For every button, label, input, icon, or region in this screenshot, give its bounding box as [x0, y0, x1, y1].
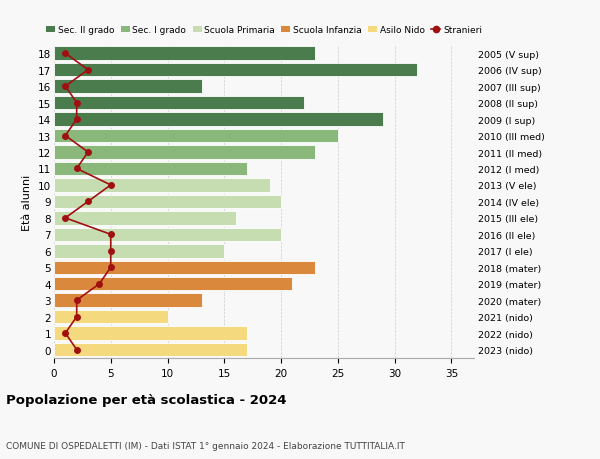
- Bar: [54, 97, 304, 110]
- Bar: [54, 310, 167, 324]
- Bar: [54, 179, 269, 192]
- Bar: [54, 80, 202, 94]
- Bar: [54, 343, 247, 357]
- Bar: [54, 212, 236, 225]
- Bar: [54, 195, 281, 209]
- Bar: [54, 64, 417, 77]
- Bar: [54, 327, 247, 340]
- Bar: [54, 277, 292, 291]
- Y-axis label: Età alunni: Età alunni: [22, 174, 32, 230]
- Bar: [54, 261, 315, 274]
- Legend: Sec. II grado, Sec. I grado, Scuola Primaria, Scuola Infanzia, Asilo Nido, Stran: Sec. II grado, Sec. I grado, Scuola Prim…: [46, 26, 482, 35]
- Bar: [54, 47, 315, 61]
- Bar: [54, 245, 224, 258]
- Bar: [54, 228, 281, 241]
- Bar: [54, 129, 338, 143]
- Bar: [54, 113, 383, 127]
- Bar: [54, 146, 315, 159]
- Text: Popolazione per età scolastica - 2024: Popolazione per età scolastica - 2024: [6, 393, 287, 406]
- Text: COMUNE DI OSPEDALETTI (IM) - Dati ISTAT 1° gennaio 2024 - Elaborazione TUTTITALI: COMUNE DI OSPEDALETTI (IM) - Dati ISTAT …: [6, 441, 405, 450]
- Bar: [54, 162, 247, 176]
- Bar: [54, 294, 202, 307]
